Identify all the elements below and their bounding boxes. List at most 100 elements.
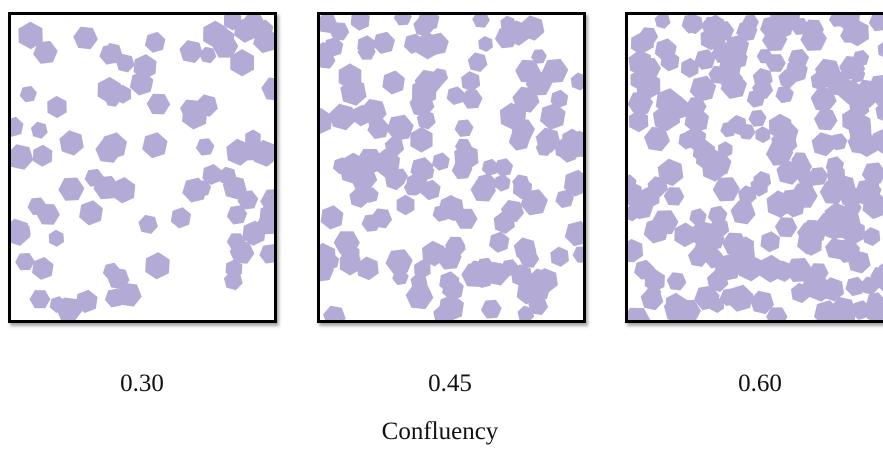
cell-hexagon: [494, 27, 518, 49]
cell-hexagon: [75, 289, 98, 313]
cell-hexagon: [706, 270, 729, 292]
cell-hexagon: [680, 57, 699, 78]
cell-hexagon: [652, 104, 678, 132]
cell-hexagon: [827, 164, 846, 185]
caption-060: 0.60: [738, 370, 782, 397]
cell-hexagon: [681, 15, 703, 34]
cell-hexagon: [802, 19, 824, 39]
cell-hexagon: [828, 15, 847, 27]
cell-hexagon: [461, 89, 483, 109]
cell-hexagon: [717, 141, 733, 158]
cell-hexagon: [644, 126, 670, 152]
cell-hexagon: [511, 119, 535, 141]
cell-hexagon: [48, 229, 64, 247]
cell-hexagon: [572, 246, 583, 263]
cell-hexagon: [320, 253, 329, 271]
cell-hexagon: [357, 35, 376, 55]
cell-hexagon: [494, 158, 514, 177]
cell-hexagon: [199, 46, 217, 64]
cell-hexagon: [361, 214, 381, 232]
cell-hexagon: [461, 71, 481, 92]
cell-hexagon: [203, 20, 228, 49]
cell-hexagon: [630, 69, 649, 91]
cell-hexagon: [409, 92, 435, 117]
cell-hexagon: [675, 299, 701, 320]
cell-hexagon: [718, 253, 743, 278]
cell-hexagon: [694, 285, 720, 311]
cell-hexagon: [689, 75, 717, 102]
cell-hexagon: [868, 74, 883, 99]
cell-hexagon: [142, 132, 168, 159]
cell-hexagon: [756, 49, 773, 64]
cell-hexagon: [382, 70, 405, 95]
cell-hexagon: [32, 257, 54, 280]
cell-hexagon: [368, 115, 386, 132]
cell-hexagon: [852, 185, 871, 205]
cell-hexagon: [27, 197, 47, 216]
cell-hexagon: [539, 103, 566, 130]
cell-hexagon: [478, 36, 493, 52]
cell-hexagon: [116, 282, 142, 307]
cell-hexagon: [776, 160, 802, 185]
cell-hexagon: [79, 200, 103, 226]
cell-hexagon: [712, 177, 740, 202]
cell-hexagon: [339, 251, 361, 276]
cell-hexagon: [663, 187, 685, 206]
cell-hexagon: [73, 26, 98, 50]
cell-hexagon: [568, 130, 583, 158]
cell-hexagon: [138, 214, 158, 234]
cell-hexagon: [689, 208, 707, 226]
cell-hexagon: [531, 49, 547, 64]
cell-hexagon: [513, 237, 537, 261]
cell-hexagon: [797, 229, 821, 255]
cell-hexagon: [707, 205, 728, 225]
cell-hexagon: [29, 290, 51, 309]
cell-hexagon: [340, 162, 361, 184]
panel-confluency-045: [317, 12, 586, 323]
cell-hexagon: [750, 290, 774, 315]
cell-hexagon: [825, 238, 847, 260]
cell-hexagon: [755, 126, 771, 144]
cell-hexagon: [762, 28, 788, 52]
cell-hexagon: [753, 171, 772, 190]
cell-hexagon: [489, 231, 510, 253]
cell-hexagon: [472, 15, 490, 28]
cell-hexagon: [11, 116, 24, 137]
cell-hexagon: [320, 15, 338, 34]
cell-hexagon: [454, 208, 478, 229]
cell-hexagon: [384, 169, 405, 191]
cell-hexagon: [323, 305, 346, 320]
cell-hexagon: [393, 15, 412, 26]
cell-hexagon: [386, 114, 414, 141]
cell-hexagon: [868, 15, 883, 32]
cell-hexagon: [170, 207, 191, 229]
cell-hexagon: [738, 123, 756, 140]
cell-hexagon: [396, 194, 415, 216]
cell-hexagon: [695, 145, 720, 171]
caption-045: 0.45: [428, 370, 472, 397]
cell-hexagon: [628, 204, 639, 222]
cell-field-030: [11, 15, 274, 320]
cell-hexagon: [785, 59, 808, 83]
cell-hexagon: [179, 40, 203, 63]
cell-hexagon: [195, 138, 215, 156]
cell-hexagon: [470, 178, 496, 202]
cell-hexagon: [628, 50, 653, 76]
cell-hexagon: [436, 246, 462, 270]
cell-hexagon: [30, 121, 48, 139]
cell-field-045: [320, 15, 583, 320]
cell-hexagon: [451, 160, 473, 180]
cell-hexagon: [480, 299, 502, 319]
cell-hexagon: [59, 130, 84, 156]
cell-hexagon: [18, 21, 43, 50]
cell-hexagon: [811, 132, 836, 157]
cell-hexagon: [748, 109, 767, 127]
cell-hexagon: [261, 77, 274, 101]
cell-hexagon: [830, 297, 856, 320]
cell-hexagon: [628, 307, 651, 320]
cell-hexagon: [226, 138, 252, 166]
cell-hexagon: [711, 42, 735, 63]
cell-field-060: [628, 15, 883, 320]
cell-hexagon: [15, 253, 35, 271]
cell-hexagon: [555, 189, 574, 209]
